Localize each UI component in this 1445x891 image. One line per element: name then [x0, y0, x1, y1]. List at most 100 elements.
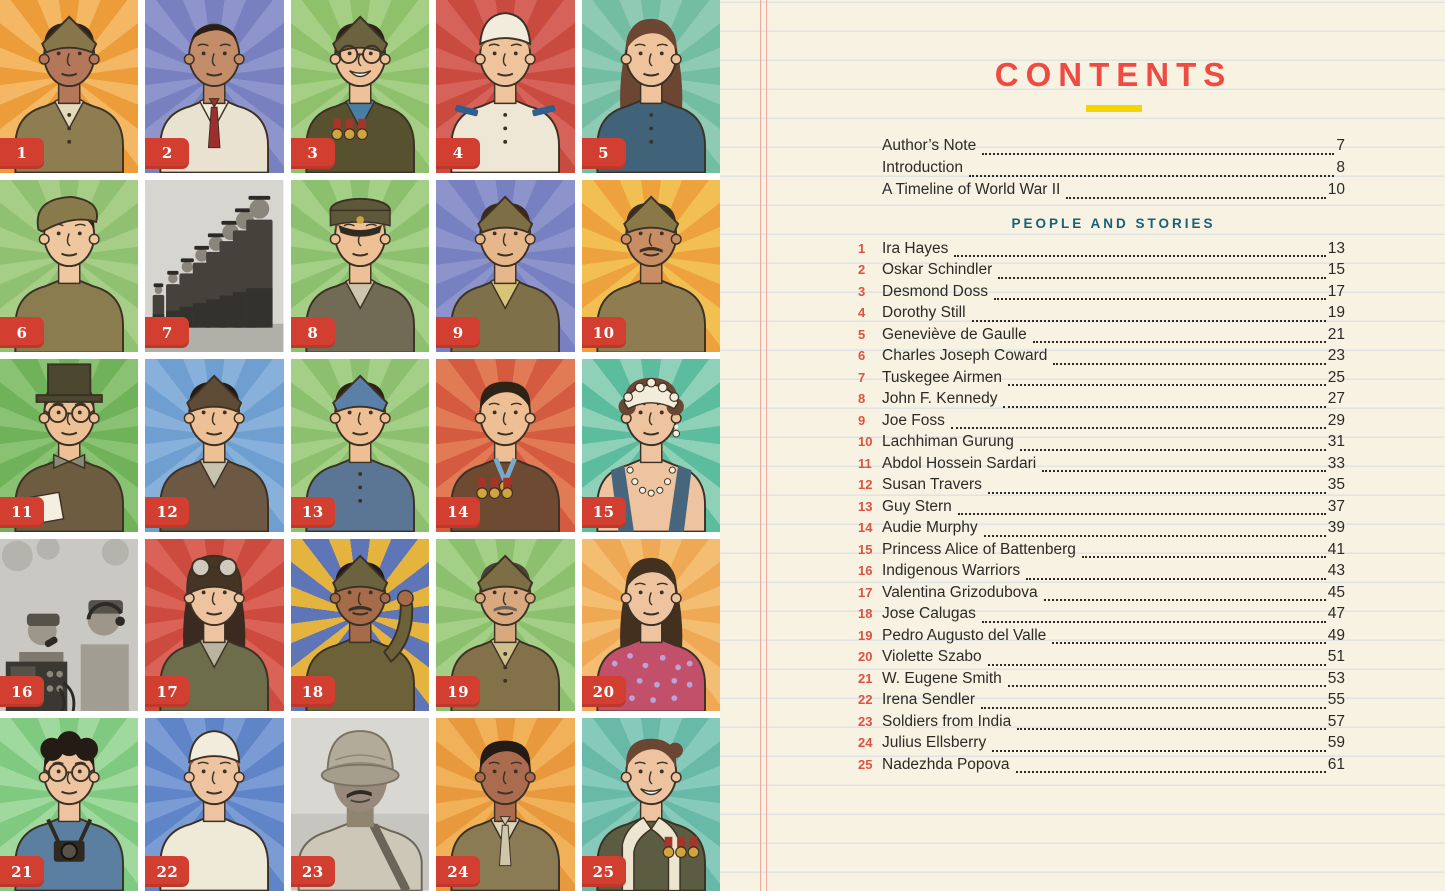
- portrait-cell-11: 11: [0, 359, 139, 532]
- portrait-cell-19: 19: [436, 538, 575, 712]
- toc-entry[interactable]: 6 Charles Joseph Coward 23: [858, 347, 1345, 369]
- toc-entry[interactable]: 5 Geneviève de Gaulle 21: [858, 326, 1345, 348]
- toc-entry-label: Irena Sendler: [882, 691, 976, 708]
- dot-leader: [1043, 599, 1326, 601]
- portrait-cell-17: 17: [145, 538, 284, 712]
- dot-leader: [981, 620, 1326, 623]
- portrait-illustration: [450, 195, 561, 353]
- toc-entry-number: 18: [858, 606, 873, 621]
- front-matter-entry[interactable]: Author’s Note 7: [882, 137, 1345, 159]
- portrait-cell-12: 12: [145, 359, 284, 532]
- cell-number-badge: 24: [436, 856, 481, 887]
- toc-entry-number: 7: [858, 369, 866, 385]
- cell-number: 15: [592, 503, 615, 522]
- toc-entry-number: 2: [858, 262, 866, 277]
- dot-leader: [1008, 384, 1326, 386]
- portrait-cell-10: 10: [581, 179, 720, 353]
- cell-number: 9: [452, 323, 464, 342]
- toc-entry-number: 24: [858, 735, 873, 750]
- portrait-illustration: [596, 18, 706, 173]
- toc-entry[interactable]: 3 Desmond Doss 17: [858, 283, 1345, 305]
- toc-entry-number: 10: [858, 434, 873, 449]
- cell-number-badge: 11: [0, 496, 44, 528]
- cell-number-badge: 2: [145, 137, 190, 169]
- page-number: 47: [1327, 605, 1345, 622]
- toc-entry-number: 5: [858, 326, 866, 342]
- toc-entry[interactable]: 19 Pedro Augusto del Valle 49: [858, 627, 1345, 649]
- page-number: 21: [1327, 325, 1345, 343]
- front-matter-entry[interactable]: Introduction 8: [882, 159, 1345, 181]
- cell-number: 7: [161, 323, 173, 342]
- cell-number: 10: [592, 323, 615, 342]
- toc-entry[interactable]: 16 Indigenous Warriors 43: [858, 562, 1345, 584]
- toc-entry[interactable]: 24 Julius Ellsberry 59: [858, 734, 1345, 756]
- cell-number-badge: 1: [0, 137, 44, 169]
- portrait-grid: 1 2 3 4 5 6 7 8 9 10 11 12 13 14 15 16 17 18 19 20 21 22 23 24 2…: [0, 0, 720, 891]
- dot-leader: [1003, 405, 1326, 408]
- cell-number-badge: 23: [290, 856, 335, 887]
- toc-entry[interactable]: 12 Susan Travers 35: [858, 476, 1345, 498]
- cell-number-badge: 17: [145, 676, 190, 708]
- toc-entry[interactable]: 7 Tuskegee Airmen 25: [858, 369, 1345, 391]
- cell-number: 21: [11, 862, 33, 881]
- toc-entry-label: Abdol Hossein Sardari: [882, 454, 1037, 472]
- toc-entry[interactable]: 17 Valentina Grizodubova 45: [858, 584, 1345, 606]
- page-number: 29: [1327, 411, 1345, 429]
- page-number: 10: [1327, 181, 1345, 198]
- toc-entry-number: 21: [858, 670, 873, 686]
- portrait-illustration: [450, 741, 561, 891]
- dot-leader: [1042, 470, 1326, 472]
- notebook-margin-line: [760, 0, 767, 891]
- cell-number: 5: [598, 144, 610, 163]
- toc-entry[interactable]: 13 Guy Stern 37: [858, 498, 1345, 520]
- contents-content: CONTENTS Author’s Note 7 Introduction 8 A Ti…: [720, 0, 1445, 891]
- page-number: 43: [1327, 562, 1345, 579]
- page-number: 49: [1327, 626, 1345, 644]
- toc-entry-number: 16: [858, 563, 873, 578]
- toc-entry[interactable]: 15 Princess Alice of Battenberg 41: [858, 541, 1345, 563]
- toc-entry[interactable]: 1 Ira Hayes 13: [858, 240, 1345, 262]
- contents-page: CONTENTS Author’s Note 7 Introduction 8 A Ti…: [720, 0, 1445, 891]
- toc-entry[interactable]: 23 Soldiers from India 57: [858, 713, 1345, 735]
- toc-entry[interactable]: 4 Dorothy Still 19: [858, 304, 1345, 326]
- page-number: 55: [1327, 691, 1345, 708]
- toc-entry[interactable]: 10 Lachhiman Gurung 31: [858, 433, 1345, 455]
- portrait-cell-7: 7: [145, 179, 284, 353]
- toc-entry-label: Soldiers from India: [882, 712, 1012, 730]
- toc-entry-number: 9: [858, 412, 866, 428]
- cell-number: 25: [592, 862, 615, 881]
- cell-number: 18: [301, 682, 324, 701]
- front-matter-entry[interactable]: A Timeline of World War II 10: [882, 181, 1345, 203]
- toc-entries: 1 Ira Hayes 13 2 Oskar Schindler 15 3 Desmond D…: [858, 240, 1345, 778]
- cell-number-badge: 3: [290, 137, 335, 169]
- dot-leader: [982, 153, 1335, 155]
- page-number: 17: [1327, 282, 1345, 300]
- toc-entry-label: Oskar Schindler: [882, 261, 993, 278]
- toc-entry[interactable]: 18 Jose Calugas 47: [858, 605, 1345, 627]
- toc-entry[interactable]: 20 Violette Szabo 51: [858, 648, 1345, 670]
- toc-entry[interactable]: 11 Abdol Hossein Sardari 33: [858, 455, 1345, 477]
- page-number: 57: [1327, 712, 1345, 730]
- toc-entry[interactable]: 9 Joe Foss 29: [858, 412, 1345, 434]
- page-number: 33: [1327, 454, 1345, 472]
- toc-entry-number: 8: [858, 391, 866, 406]
- portrait-cell-20: 20: [581, 538, 720, 712]
- toc-entry[interactable]: 2 Oskar Schindler 15: [858, 261, 1345, 283]
- page-number: 35: [1327, 476, 1345, 493]
- toc-entry[interactable]: 25 Nadezhda Popova 61: [858, 756, 1345, 778]
- page-title: CONTENTS: [994, 56, 1233, 93]
- toc-entry[interactable]: 8 John F. Kennedy 27: [858, 390, 1345, 412]
- page-number: 51: [1327, 648, 1345, 665]
- toc-entry[interactable]: 22 Irena Sendler 55: [858, 691, 1345, 713]
- portrait-cell-18: 18: [290, 538, 430, 712]
- toc-entry[interactable]: 14 Audie Murphy 39: [858, 519, 1345, 541]
- portrait-cell-9: 9: [436, 179, 575, 353]
- cell-number: 8: [307, 323, 319, 342]
- cell-number: 17: [156, 682, 179, 701]
- toc-entry-label: Tuskegee Airmen: [882, 368, 1003, 386]
- front-matter-list: Author’s Note 7 Introduction 8 A Timeline of…: [882, 137, 1345, 203]
- toc-entry[interactable]: 21 W. Eugene Smith 53: [858, 670, 1345, 692]
- portrait-photo: [145, 179, 284, 353]
- dot-leader: [993, 298, 1326, 300]
